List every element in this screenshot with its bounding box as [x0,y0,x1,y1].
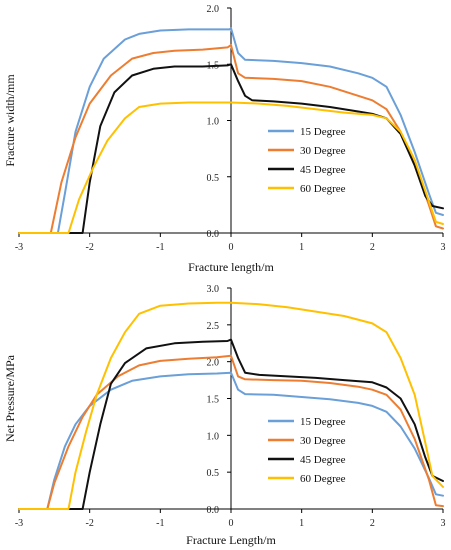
y-axis-title: Net Pressure/MPa [3,354,17,442]
y-tick-label: 0.5 [207,468,220,479]
chart-panel-2: -3 -2 -1 0 1 2 3 0.0 0.5 1.0 1.5 2.0 2.5 3.0 Fracture … [3,284,446,547]
x-tick-label: -3 [15,242,23,253]
series-line-30-degree [18,354,444,510]
x-tick-label: 3 [441,518,446,529]
x-tick-label: 3 [441,242,446,253]
legend-label: 45 Degree [300,454,346,466]
x-tick-label: 1 [299,242,304,253]
x-tick-label: 0 [229,242,234,253]
legend-label: 15 Degree [300,126,346,138]
y-tick-label: 0.0 [207,505,220,516]
x-tick-label: -3 [15,518,23,529]
x-tick-label: 1 [299,518,304,529]
series-line-60-degree [18,301,444,510]
x-tick-label: -2 [85,518,93,529]
legend-label: 30 Degree [300,145,346,157]
y-tick-label: 1.0 [207,431,220,442]
series-line-15-degree [18,27,444,234]
y-tick-label: 0.0 [207,229,220,240]
legend-label: 15 Degree [300,416,346,428]
y-axis-title: Fracture width/mm [3,74,17,167]
y-tick-label: 1.0 [207,117,220,128]
legend-label: 60 Degree [300,473,346,485]
y-tick-label: 1.5 [207,395,220,406]
x-tick-label: -1 [156,518,164,529]
legend-label: 45 Degree [300,164,346,176]
x-tick-label: 0 [229,518,234,529]
y-tick-label: 2.5 [207,321,220,332]
x-tick-label: -2 [85,242,93,253]
x-axis-title: Fracture length/m [188,260,274,274]
y-tick-label: 2.0 [207,358,220,369]
x-tick-label: 2 [370,518,375,529]
x-tick-label: 2 [370,242,375,253]
legend-label: 30 Degree [300,435,346,447]
legend-label: 60 Degree [300,183,346,195]
legend: 15 Degree 30 Degree 45 Degree 60 Degree [268,126,346,195]
x-tick-label: -1 [156,242,164,253]
series-line-15-degree [18,371,444,510]
y-tick-label: 3.0 [207,284,220,295]
legend: 15 Degree 30 Degree 45 Degree 60 Degree [268,416,346,485]
x-axis-title: Fracture Length/m [186,533,276,547]
series-line-45-degree [18,338,444,510]
y-tick-label: 0.5 [207,173,220,184]
y-tick-label: 2.0 [207,4,220,15]
series-line-60-degree [18,101,444,234]
